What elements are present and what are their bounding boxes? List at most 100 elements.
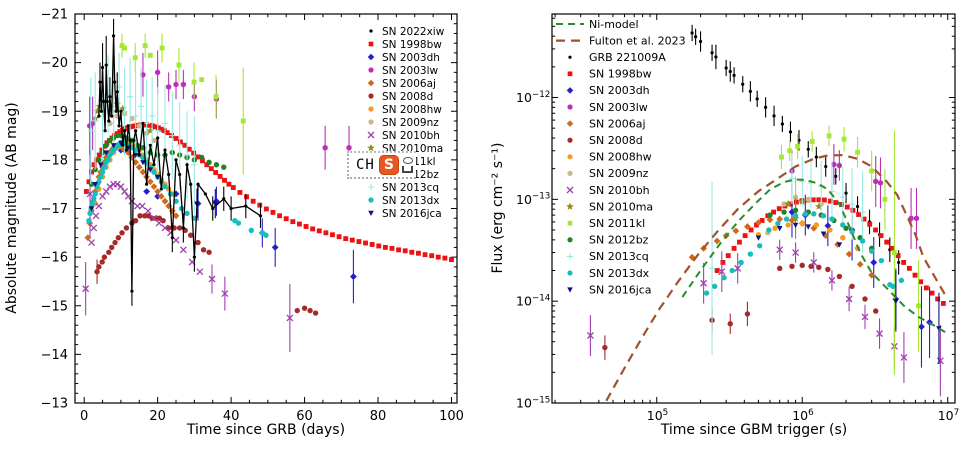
- series-sn2016jca-r: [755, 222, 942, 365]
- svg-text:SN 2010ma: SN 2010ma: [589, 200, 653, 213]
- series-sn2022xiw: [97, 18, 263, 306]
- series-ni-model: [681, 178, 949, 335]
- series-sn2006aj-r: [688, 215, 876, 279]
- svg-text:Ni-model: Ni-model: [589, 18, 639, 31]
- svg-text:SN 2003dh: SN 2003dh: [382, 52, 440, 64]
- watermark-s-logo: S: [378, 155, 399, 175]
- plot-area: [586, 24, 949, 402]
- svg-text:SN 2010bh: SN 2010bh: [382, 130, 440, 142]
- series-sn2010bh: [82, 150, 294, 352]
- svg-text:107: 107: [938, 408, 959, 423]
- legend-item-fulton2023: Fulton et al. 2023: [556, 34, 686, 47]
- legend-item-sn2008d-r: SN 2008d: [567, 134, 643, 147]
- legend-item-sn2003lw: SN 2003lw: [368, 65, 438, 77]
- svg-text:0: 0: [80, 409, 88, 424]
- svg-text:106: 106: [792, 408, 814, 423]
- legend-item-sn2010ma-r: SN 2010ma: [566, 200, 653, 213]
- legend-item-sn2008hw: SN 2008hw: [368, 104, 442, 116]
- series-sn2011kl-r: [779, 125, 921, 375]
- svg-text:60: 60: [296, 409, 313, 424]
- svg-text:10−12: 10−12: [516, 90, 550, 105]
- svg-text:Fulton et al. 2023: Fulton et al. 2023: [589, 34, 686, 47]
- svg-text:20: 20: [149, 409, 166, 424]
- series-sn2008d: [94, 213, 319, 316]
- svg-text:SN 2003dh: SN 2003dh: [589, 84, 650, 97]
- legend: Ni-model Fulton et al. 2023 GRB 221009A SN …: [556, 18, 686, 296]
- svg-text:40: 40: [223, 409, 240, 424]
- legend-item-sn1998bw: SN 1998bw: [368, 39, 442, 51]
- right-panel-chart: 105 106 107 10−12 10−13 10−14 10−15 Ni-model Ful…: [516, 13, 959, 423]
- legend-item-sn2016jca: SN 2016jca: [368, 208, 442, 220]
- svg-text:SN 1998bw: SN 1998bw: [589, 68, 652, 81]
- svg-text:SN 2013dx: SN 2013dx: [589, 267, 650, 280]
- svg-text:SN 2006aj: SN 2006aj: [589, 117, 646, 130]
- svg-text:−21: −21: [41, 8, 68, 23]
- right-y-axis-label: Flux (erg cm⁻² s⁻¹): [490, 142, 506, 273]
- svg-text:−16: −16: [41, 251, 68, 266]
- legend-item-sn2013dx-r: SN 2013dx: [567, 267, 650, 280]
- legend-item-grb221009a: GRB 221009A: [568, 51, 666, 64]
- svg-text:SN 2013dx: SN 2013dx: [382, 195, 439, 207]
- legend-item-sn2008d: SN 2008d: [368, 91, 433, 103]
- watermark-ellipse-glyph: [403, 157, 413, 164]
- legend-item-ni-model: Ni-model: [556, 18, 639, 31]
- svg-text:SN 2008hw: SN 2008hw: [589, 151, 652, 164]
- legend-item-sn2012bz-r: SN 2012bz: [567, 234, 649, 247]
- watermark-bracket-glyph: [402, 166, 413, 173]
- legend-item-sn2022xiw: SN 2022xiw: [369, 26, 445, 38]
- legend-item-sn2003dh: SN 2003dh: [367, 52, 440, 64]
- svg-text:80: 80: [370, 409, 387, 424]
- svg-text:SN 2008d: SN 2008d: [382, 91, 433, 103]
- svg-text:SN 2011kl: SN 2011kl: [589, 217, 645, 230]
- svg-text:SN 2022xiw: SN 2022xiw: [382, 26, 445, 38]
- svg-text:GRB 221009A: GRB 221009A: [589, 51, 666, 64]
- series-sn2008d-r: [602, 262, 879, 360]
- axis-ticks: [75, 13, 457, 404]
- svg-text:−14: −14: [41, 348, 68, 363]
- svg-text:10−14: 10−14: [516, 293, 551, 308]
- legend-item-sn1998bw-r: SN 1998bw: [567, 68, 652, 81]
- svg-text:10−15: 10−15: [516, 395, 550, 410]
- watermark-text: CH: [356, 157, 375, 173]
- svg-text:10−13: 10−13: [516, 192, 550, 207]
- plot-area: [82, 18, 454, 352]
- svg-text:SN 2013cq: SN 2013cq: [382, 182, 439, 194]
- svg-text:−19: −19: [41, 105, 68, 120]
- legend-item-sn2009nz-r: SN 2009nz: [567, 167, 649, 180]
- legend-item-sn2013cq: SN 2013cq: [367, 182, 439, 194]
- series-sn2013dx-r: [703, 211, 905, 296]
- axis-ticks: [552, 14, 955, 404]
- legend-item-sn2006aj: SN 2006aj: [367, 78, 436, 90]
- svg-text:SN 1998bw: SN 1998bw: [382, 39, 442, 51]
- legend-item-sn2013dx: SN 2013dx: [368, 195, 439, 207]
- svg-text:−13: −13: [41, 397, 68, 412]
- legend-item-sn2013cq-r: SN 2013cq: [566, 250, 649, 263]
- svg-text:−17: −17: [41, 202, 68, 217]
- legend-item-sn2006aj-r: SN 2006aj: [566, 117, 646, 130]
- svg-text:SN 2008d: SN 2008d: [589, 134, 643, 147]
- left-y-axis-label: Absolute magnitude (AB mag): [4, 102, 20, 313]
- svg-text:SN 2003lw: SN 2003lw: [382, 65, 438, 77]
- right-x-axis-label: Time since GBM trigger (s): [660, 422, 847, 438]
- left-x-axis-label: Time since GRB (days): [186, 422, 345, 438]
- legend-item-sn2011kl-r: SN 2011kl: [567, 217, 645, 230]
- svg-text:−20: −20: [41, 56, 68, 71]
- svg-text:SN 2008hw: SN 2008hw: [382, 104, 442, 116]
- svg-text:SN 2003lw: SN 2003lw: [589, 101, 648, 114]
- legend-item-sn2010bh-r: SN 2010bh: [566, 184, 650, 197]
- legend-item-sn2003lw-r: SN 2003lw: [567, 101, 648, 114]
- svg-text:SN 2013cq: SN 2013cq: [589, 250, 649, 263]
- svg-text:SN 2012bz: SN 2012bz: [589, 234, 649, 247]
- legend-item-sn2008hw-r: SN 2008hw: [567, 151, 652, 164]
- series-fulton2023: [605, 153, 948, 402]
- left-panel-chart: 0 20 40 60 80 100 −21 −20 −19 −18 −17 −16 −15 −14 −13 S…: [41, 8, 464, 425]
- legend-item-sn2016jca-r: SN 2016jca: [567, 283, 652, 296]
- legend-item-sn2009nz: SN 2009nz: [368, 117, 439, 129]
- svg-text:105: 105: [647, 408, 668, 423]
- svg-text:−18: −18: [41, 153, 68, 168]
- svg-text:SN 2006aj: SN 2006aj: [382, 78, 436, 90]
- svg-text:SN 2009nz: SN 2009nz: [589, 167, 649, 180]
